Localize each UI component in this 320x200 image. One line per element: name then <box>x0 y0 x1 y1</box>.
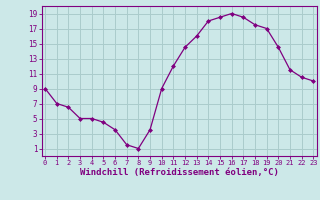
X-axis label: Windchill (Refroidissement éolien,°C): Windchill (Refroidissement éolien,°C) <box>80 168 279 177</box>
